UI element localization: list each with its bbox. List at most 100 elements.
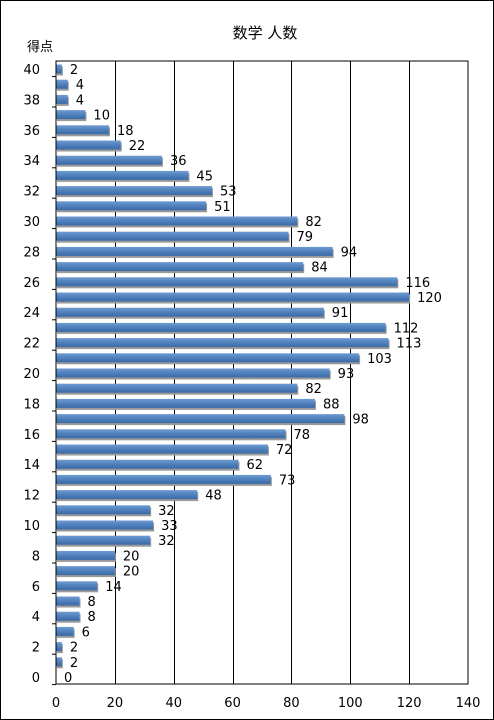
y-tick-label: 16 (23, 428, 40, 443)
bar-value-label: 33 (161, 519, 178, 534)
bar (56, 277, 398, 287)
bar-value-label: 93 (338, 367, 355, 382)
bar (56, 322, 386, 332)
bar (56, 262, 304, 272)
bar-value-label: 0 (64, 671, 72, 686)
bar (56, 110, 86, 120)
x-tick-label: 140 (456, 696, 481, 711)
chart-title: 数学 人数 (233, 24, 298, 42)
bar (56, 155, 162, 165)
y-tick-label: 24 (23, 306, 40, 321)
bar (56, 566, 115, 576)
bar-value-label: 79 (296, 230, 313, 245)
bar-value-label: 94 (341, 245, 358, 260)
y-tick-label: 30 (23, 215, 40, 230)
bar (56, 490, 198, 500)
x-tick-label: 20 (107, 696, 124, 711)
bar-value-label: 4 (76, 93, 84, 108)
y-tick-label: 6 (32, 580, 40, 595)
bar (56, 246, 333, 256)
bar (56, 231, 289, 241)
bar (56, 338, 389, 348)
y-axis-title: 得点 (27, 39, 53, 55)
y-tick-label: 40 (23, 63, 40, 78)
bar (56, 611, 80, 621)
bar (56, 186, 212, 196)
x-tick-label: 40 (165, 696, 182, 711)
bar-value-label: 72 (276, 443, 293, 458)
bar-value-label: 73 (279, 473, 296, 488)
x-tick-label: 100 (338, 696, 363, 711)
y-tick-label: 4 (32, 610, 40, 625)
bar (56, 307, 324, 317)
bar (56, 170, 189, 180)
y-tick-label: 12 (23, 489, 40, 504)
bar-value-label: 113 (397, 337, 422, 352)
y-tick-label: 8 (32, 549, 40, 564)
bar-value-label: 78 (294, 428, 311, 443)
bar (56, 125, 109, 135)
bar-value-label: 32 (158, 534, 175, 549)
x-tick-label: 80 (283, 696, 300, 711)
bar (56, 505, 151, 515)
bar-value-label: 10 (93, 109, 110, 124)
y-tick-label: 0 (32, 671, 40, 686)
bar (56, 520, 154, 530)
bar-value-label: 112 (394, 321, 419, 336)
bar (56, 383, 298, 393)
bar-value-label: 4 (76, 78, 84, 93)
x-tick-label: 0 (52, 696, 60, 711)
bar-value-label: 22 (129, 139, 146, 154)
bar-value-label: 2 (70, 656, 78, 671)
bar (56, 642, 62, 652)
bar (56, 657, 62, 667)
plot-area (55, 60, 469, 685)
bar-value-label: 62 (246, 458, 263, 473)
bar (56, 292, 410, 302)
y-tick-label: 28 (23, 245, 40, 260)
bar-value-label: 51 (214, 200, 231, 215)
y-tick-label: 36 (23, 124, 40, 139)
y-tick-label: 22 (23, 337, 40, 352)
bar-value-label: 120 (417, 291, 442, 306)
y-tick-label: 34 (23, 154, 40, 169)
bar (56, 535, 151, 545)
x-tick-label: 120 (397, 696, 422, 711)
bar-value-label: 20 (123, 549, 140, 564)
bar-value-label: 82 (305, 215, 322, 230)
bar (56, 596, 80, 606)
bar-value-label: 82 (305, 382, 322, 397)
bar-value-label: 103 (367, 352, 392, 367)
bar-value-label: 84 (311, 261, 328, 276)
bar (56, 550, 115, 560)
bar (56, 368, 330, 378)
y-tick-label: 14 (23, 458, 40, 473)
bar (56, 474, 271, 484)
bar-value-label: 98 (352, 413, 369, 428)
y-tick-label: 32 (23, 185, 40, 200)
bar-value-label: 48 (205, 489, 222, 504)
y-tick-label: 26 (23, 276, 40, 291)
y-tick-label: 20 (23, 367, 40, 382)
bar-value-label: 91 (332, 306, 349, 321)
bar (56, 414, 345, 424)
y-tick-label: 2 (32, 641, 40, 656)
y-tick-label: 10 (23, 519, 40, 534)
bar (56, 581, 98, 591)
bar-value-label: 53 (220, 185, 237, 200)
bar-value-label: 88 (323, 397, 340, 412)
bar (56, 459, 239, 469)
bar-value-label: 2 (70, 641, 78, 656)
bar-value-label: 8 (88, 610, 96, 625)
bar (56, 353, 360, 363)
bar-value-label: 8 (88, 595, 96, 610)
bar (56, 201, 207, 211)
bar (56, 429, 286, 439)
bar (56, 626, 74, 636)
y-tick-label: 38 (23, 93, 40, 108)
y-tick-label: 18 (23, 397, 40, 412)
bar-value-label: 45 (196, 169, 213, 184)
bar-value-label: 6 (82, 625, 90, 640)
bar (56, 216, 298, 226)
